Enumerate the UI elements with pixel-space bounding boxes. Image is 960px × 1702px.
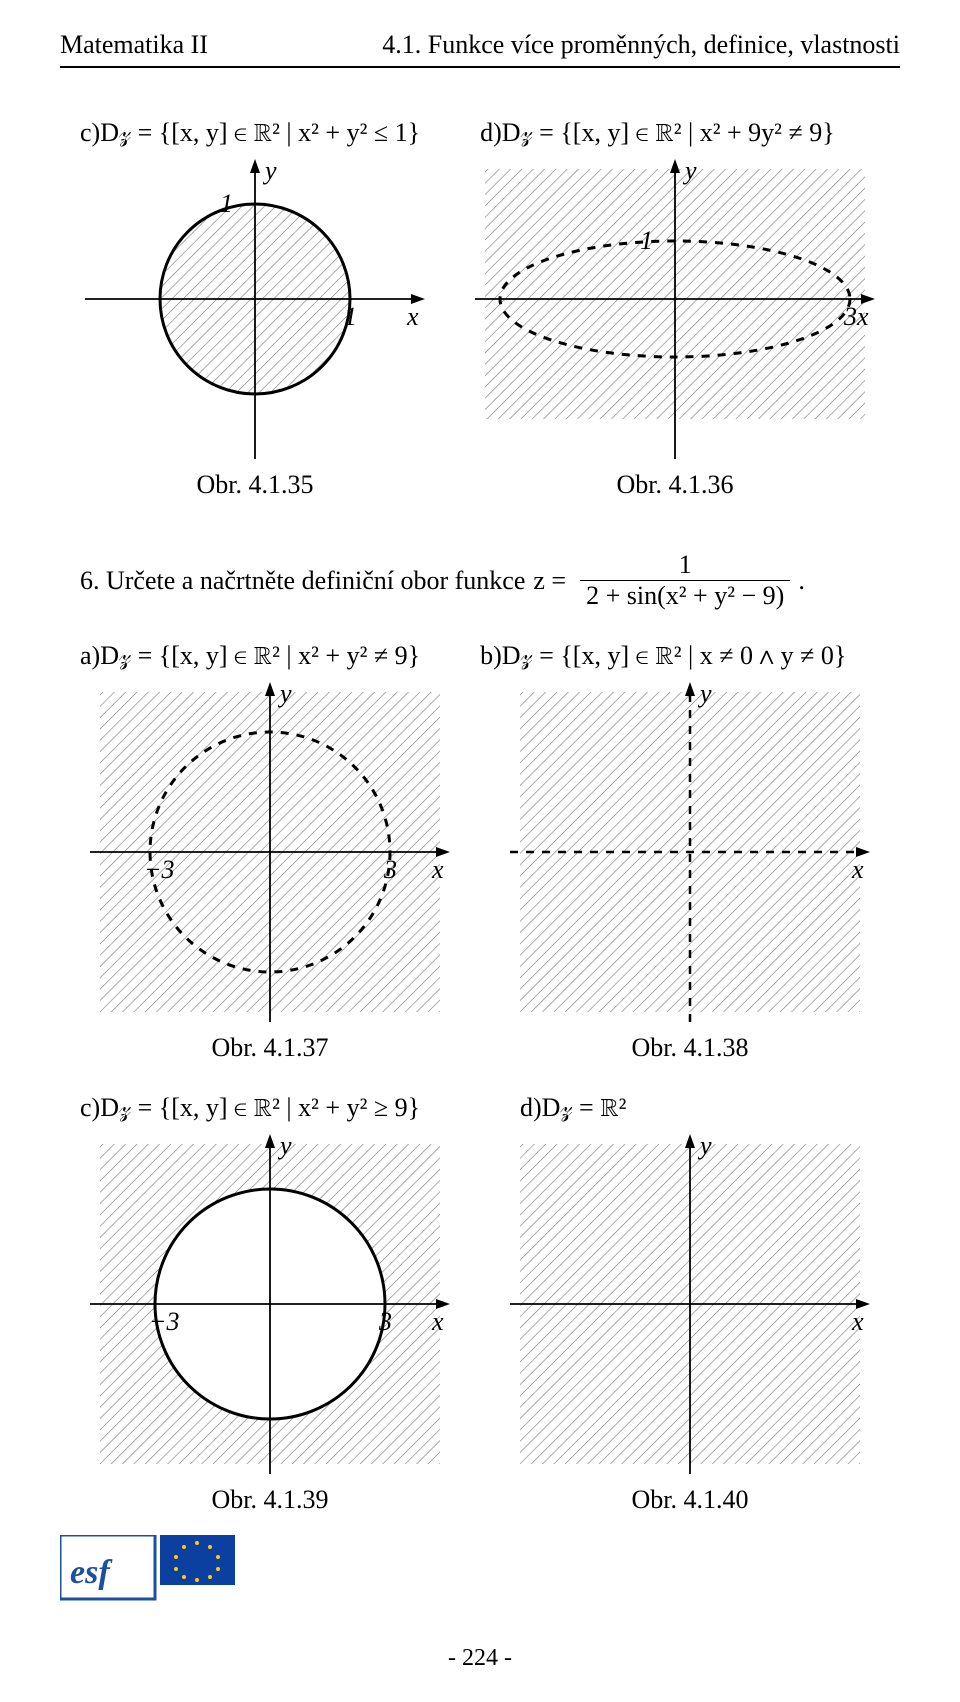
svg-text:1: 1 bbox=[220, 189, 233, 218]
fig-38: xy bbox=[510, 682, 870, 1027]
formula-a2: a)D𝓏 = {[x, y] ∈ ℝ² | x² + y² ≠ 9} bbox=[80, 641, 420, 672]
row2-figs: xy3−3 Obr. 4.1.37 xy Obr. 4.1.38 bbox=[80, 682, 880, 1063]
page-number: - 224 - bbox=[60, 1645, 900, 1672]
header-right: 4.1. Funkce více proměnných, definice, v… bbox=[382, 30, 900, 60]
svg-text:x: x bbox=[851, 1307, 864, 1336]
caption-37: Obr. 4.1.37 bbox=[212, 1033, 329, 1063]
fig-39: x y 3 −3 bbox=[90, 1134, 450, 1479]
q6-den: 2 + sin(x² + y² − 9) bbox=[580, 581, 790, 611]
svg-text:x: x bbox=[851, 855, 864, 884]
page: Matematika II 4.1. Funkce více proměnnýc… bbox=[0, 0, 960, 1702]
svg-text:3: 3 bbox=[383, 855, 397, 884]
fig-35: x y 1 1 bbox=[85, 159, 425, 464]
svg-text:y: y bbox=[682, 159, 697, 185]
footer-logos: esf bbox=[60, 1535, 900, 1605]
fig-40-col: xy Obr. 4.1.40 bbox=[510, 1134, 870, 1515]
fig-38-col: xy Obr. 4.1.38 bbox=[510, 682, 870, 1063]
caption-39: Obr. 4.1.39 bbox=[212, 1485, 329, 1515]
header-rule bbox=[60, 66, 900, 68]
svg-text:−3: −3 bbox=[149, 1307, 180, 1336]
svg-text:y: y bbox=[262, 159, 277, 185]
svg-text:3: 3 bbox=[378, 1307, 392, 1336]
caption-40: Obr. 4.1.40 bbox=[632, 1485, 749, 1515]
page-header: Matematika II 4.1. Funkce více proměnnýc… bbox=[60, 30, 900, 60]
svg-text:x: x bbox=[431, 1307, 444, 1336]
svg-text:−3: −3 bbox=[144, 855, 175, 884]
svg-text:x: x bbox=[406, 302, 419, 331]
formula-b2: b)D𝓏 = {[x, y] ∈ ℝ² | x ≠ 0 ∧ y ≠ 0} bbox=[480, 641, 846, 672]
q6-eq: z = bbox=[533, 566, 566, 596]
svg-text:esf: esf bbox=[70, 1554, 113, 1591]
fig-40: xy bbox=[510, 1134, 870, 1479]
svg-text:1: 1 bbox=[344, 302, 357, 331]
svg-text:x: x bbox=[431, 855, 444, 884]
fig-36: x y 3 1 bbox=[475, 159, 875, 464]
question-6: 6. Určete a načrtněte definiční obor fun… bbox=[80, 550, 880, 611]
q6-num: 1 bbox=[580, 550, 790, 581]
row3-formulas: c)D𝓏 = {[x, y] ∈ ℝ² | x² + y² ≥ 9} d)D𝓏 … bbox=[80, 1093, 880, 1124]
row2-formulas: a)D𝓏 = {[x, y] ∈ ℝ² | x² + y² ≠ 9} b)D𝓏 … bbox=[80, 641, 880, 672]
fig-35-col: x y 1 1 Obr. 4.1.35 bbox=[85, 159, 425, 500]
svg-text:y: y bbox=[697, 682, 712, 708]
fig-37-col: x y 3 −3 Obr. 4.1.37 bbox=[90, 682, 450, 1063]
fig-39-col: x y 3 −3 Obr. 4.1.39 bbox=[90, 1134, 450, 1515]
q6-frac: 1 2 + sin(x² + y² − 9) bbox=[580, 550, 790, 611]
q6-prefix: 6. Určete a načrtněte definiční obor fun… bbox=[80, 566, 525, 596]
header-left: Matematika II bbox=[60, 30, 208, 60]
row1-formulas: c)D𝓏 = {[x, y] ∈ ℝ² | x² + y² ≤ 1} d)D𝓏 … bbox=[80, 118, 880, 149]
row1-figs: x y 1 1 Obr. 4.1.35 x y 3 1 Obr. 4.1.36 bbox=[80, 159, 880, 500]
svg-text:1: 1 bbox=[640, 226, 653, 255]
formula-c1: c)D𝓏 = {[x, y] ∈ ℝ² | x² + y² ≤ 1} bbox=[80, 118, 420, 149]
caption-38: Obr. 4.1.38 bbox=[632, 1033, 749, 1063]
logo-esf: esf bbox=[60, 1535, 240, 1605]
fig-37: x y 3 −3 bbox=[90, 682, 450, 1027]
row3-figs: xy3−3 Obr. 4.1.39 xy Obr. 4.1.40 bbox=[80, 1134, 880, 1515]
svg-text:x: x bbox=[856, 302, 869, 331]
svg-text:y: y bbox=[277, 682, 292, 708]
caption-35: Obr. 4.1.35 bbox=[197, 470, 314, 500]
q6-period: . bbox=[798, 566, 805, 596]
caption-36: Obr. 4.1.36 bbox=[617, 470, 734, 500]
formula-d3: d)D𝓏 = ℝ² bbox=[520, 1093, 626, 1124]
formula-c3: c)D𝓏 = {[x, y] ∈ ℝ² | x² + y² ≥ 9} bbox=[80, 1093, 460, 1124]
fig-36-col: x y 3 1 Obr. 4.1.36 bbox=[475, 159, 875, 500]
svg-text:3: 3 bbox=[843, 302, 857, 331]
svg-text:y: y bbox=[277, 1134, 292, 1160]
formula-d1: d)D𝓏 = {[x, y] ∈ ℝ² | x² + 9y² ≠ 9} bbox=[480, 118, 835, 149]
svg-text:y: y bbox=[697, 1134, 712, 1160]
